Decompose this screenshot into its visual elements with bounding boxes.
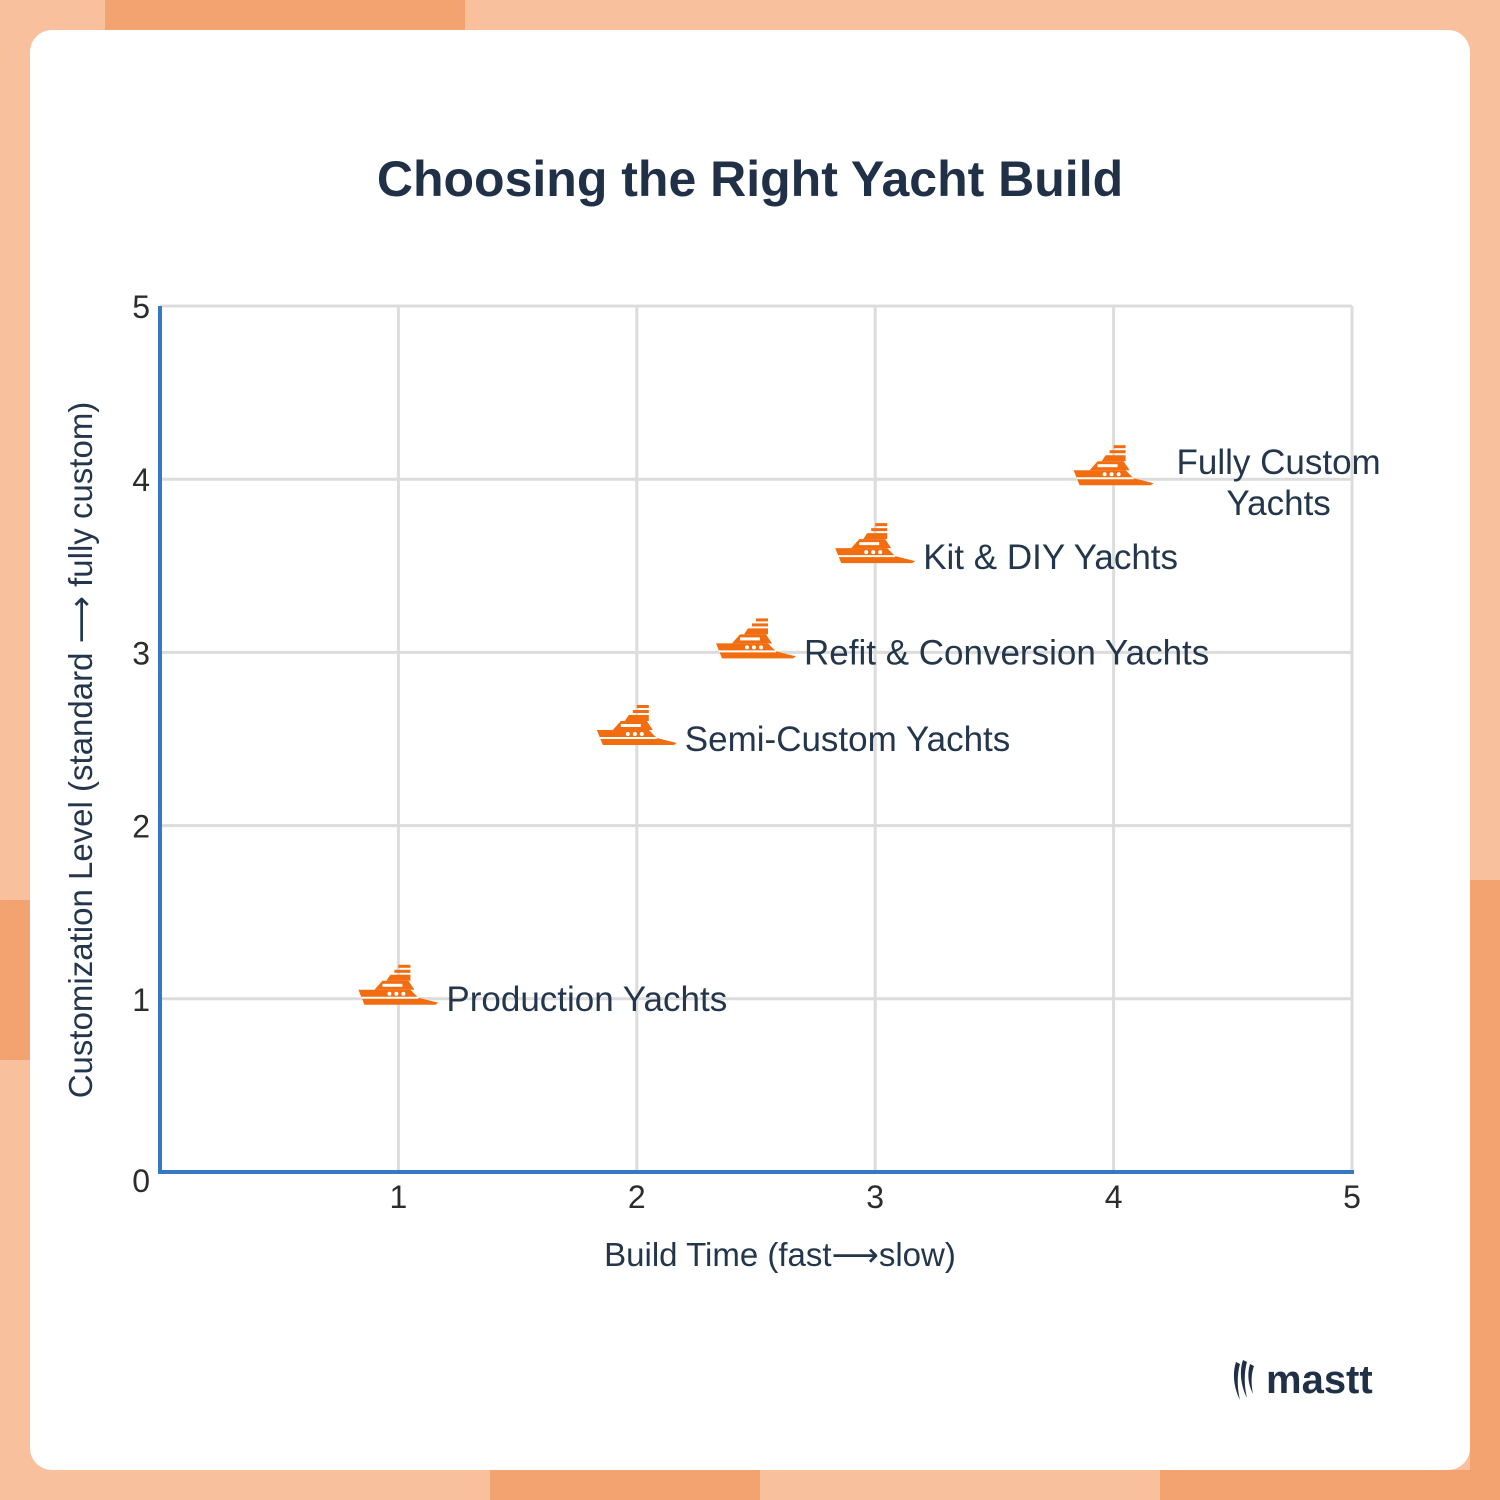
background-shape-bottom (490, 1470, 760, 1500)
tick-labels: 1 2 3 4 5 0 1 2 3 4 5 (132, 289, 1361, 1215)
data-point-label: Kit & DIY Yachts (923, 538, 1178, 577)
x-tick-label: 2 (628, 1179, 646, 1215)
x-tick-label: 1 (390, 1179, 408, 1215)
x-tick-label: 4 (1105, 1179, 1123, 1215)
data-points: Production Yachts Semi-Custom Yachts Refit… (358, 443, 1381, 1019)
chart-title: Choosing the Right Yacht Build (376, 151, 1124, 207)
yacht-icon (358, 964, 439, 1005)
yacht-icon (716, 618, 796, 659)
data-point: Fully Custom Yachts (1073, 443, 1381, 523)
y-tick-label: 4 (132, 462, 150, 498)
mastt-logo-icon (1233, 1360, 1254, 1400)
axes (158, 306, 1354, 1174)
yacht-icon (1073, 445, 1154, 486)
x-tick-label: 3 (866, 1179, 884, 1215)
brand-logo: mastt (1232, 1356, 1373, 1404)
background-shape-right (1470, 880, 1500, 1500)
data-point-label: Production Yachts (446, 980, 727, 1019)
brand-name: mastt (1266, 1357, 1373, 1402)
data-point-label: Semi-Custom Yachts (685, 720, 1010, 759)
y-tick-label: 5 (132, 289, 150, 325)
y-tick-label: 3 (132, 635, 150, 671)
chart-card (30, 30, 1470, 1470)
background-shape-left (0, 900, 30, 1060)
background-shape-top (105, 0, 465, 30)
data-point: Refit & Conversion Yachts (716, 618, 1209, 672)
background-shape-bottom-right (1160, 1470, 1470, 1500)
yacht-icon (835, 523, 916, 564)
data-point-label: Fully Custom Yachts (1176, 443, 1380, 523)
yacht-icon (596, 705, 677, 745)
data-point: Production Yachts (358, 964, 727, 1019)
x-tick-label: 5 (1343, 1179, 1361, 1215)
data-point-label: Refit & Conversion Yachts (804, 633, 1209, 672)
x-axis-title: Build Time (fast⟶slow) (604, 1236, 956, 1273)
y-tick-label: 2 (132, 809, 150, 845)
y-tick-label: 0 (132, 1163, 150, 1199)
y-axis-title: Customization Level (standard ⟶ fully cu… (62, 402, 99, 1099)
data-point: Semi-Custom Yachts (596, 705, 1010, 759)
y-tick-label: 1 (132, 982, 150, 1018)
data-point: Kit & DIY Yachts (835, 523, 1178, 577)
